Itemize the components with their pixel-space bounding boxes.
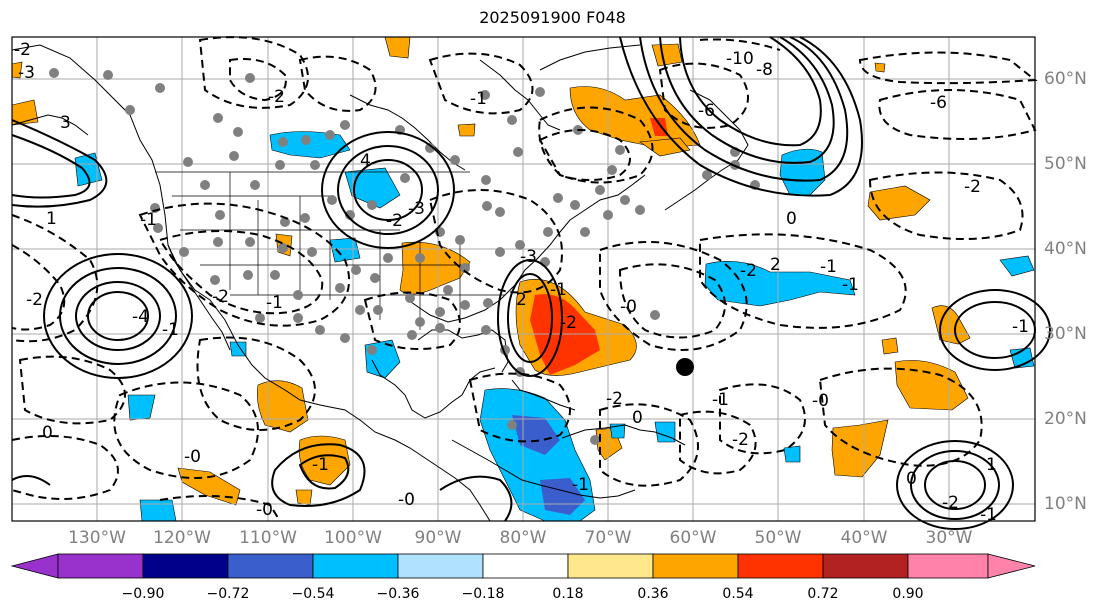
- longitude-label: 70°W: [584, 528, 632, 548]
- map-border: [11, 36, 1036, 522]
- longitude-label: 90°W: [414, 528, 462, 548]
- colorbar-tick-label: −0.90: [121, 586, 165, 602]
- contour-label: -0: [184, 447, 201, 467]
- latitude-label: 20°N: [1044, 409, 1087, 429]
- contour-label: 2: [770, 255, 781, 275]
- longitude-label: 30°W: [925, 528, 973, 548]
- contour-label: -0: [256, 500, 273, 520]
- colorbar-bin: [652, 553, 739, 579]
- contour-label: -2: [942, 493, 959, 513]
- contour-label: -2: [964, 177, 981, 197]
- longitude-label: 40°W: [840, 528, 888, 548]
- latitude-label: 60°N: [1044, 69, 1087, 89]
- colorbar-tick-label: 0.36: [637, 586, 669, 602]
- colorbar-tick-label: −0.54: [291, 586, 335, 602]
- colorbar-bin: [822, 553, 909, 579]
- contour-label: -1: [1012, 317, 1029, 337]
- contour-label: -1: [140, 210, 157, 230]
- longitude-label: 110°W: [239, 528, 297, 548]
- contours-solid: [11, 36, 1051, 530]
- contour-label: -1: [980, 505, 997, 525]
- colorbar-bin: [397, 553, 484, 579]
- contour-label: -2: [740, 261, 757, 281]
- contour-label: -2: [732, 430, 749, 450]
- contour-label: 4: [360, 151, 371, 171]
- colorbar-tick-label: 0.90: [892, 586, 924, 602]
- contour-label: -2: [560, 313, 577, 333]
- longitude-label: 60°W: [669, 528, 717, 548]
- contour-label: -2: [606, 389, 623, 409]
- contour-label: -1: [162, 320, 179, 340]
- latitude-label: 40°N: [1044, 239, 1087, 259]
- colorbar-tick-label: −0.18: [461, 586, 505, 602]
- contour-label: -8: [756, 60, 773, 80]
- contour-label: 0: [632, 408, 643, 428]
- colorbar-bin: [567, 553, 654, 579]
- longitude-label: 130°W: [68, 528, 126, 548]
- contour-label: -1: [266, 293, 283, 313]
- longitude-label: 120°W: [153, 528, 211, 548]
- latitude-label: 50°N: [1044, 154, 1087, 174]
- contour-label: -1: [712, 390, 729, 410]
- contour-label: 1: [986, 455, 997, 475]
- contour-label: 1: [46, 209, 57, 229]
- longitude-label: 50°W: [754, 528, 802, 548]
- contour-label: -1: [550, 280, 567, 300]
- tropical-cyclone-marker: [676, 358, 694, 376]
- contour-label: -1: [470, 89, 487, 109]
- contour-label: -3: [520, 247, 537, 267]
- colorbar-extend-high: [987, 553, 1036, 579]
- colorbar-tick-label: −0.72: [206, 586, 250, 602]
- contour-labels: -2 -3 -1 1 3 -4 -2 -1 -2 -1 0 -0 -2 4 -3…: [14, 40, 1029, 525]
- coastlines: [11, 44, 749, 522]
- colorbar: [10, 553, 1036, 579]
- colorbar-bin: [57, 553, 144, 579]
- contour-label: -2: [14, 40, 31, 60]
- contour-label: 0: [42, 423, 53, 443]
- colorbar-tick-label: 0.18: [552, 586, 584, 602]
- contour-label: -3: [18, 63, 35, 83]
- longitude-label: 80°W: [499, 528, 547, 548]
- contour-label: -1: [820, 257, 837, 277]
- colorbar-extend-low: [10, 553, 59, 579]
- contour-label: 0: [906, 469, 917, 489]
- map-title: 2025091900 F048: [479, 8, 626, 27]
- colorbar-tick-label: 0.54: [722, 586, 754, 602]
- contour-label: -6: [698, 101, 715, 121]
- colorbar-tick-label: 0.72: [807, 586, 839, 602]
- contour-label: -6: [930, 93, 947, 113]
- contour-label: -3: [408, 199, 425, 219]
- colorbar-bin: [737, 553, 824, 579]
- contour-label: 3: [60, 113, 71, 133]
- contour-label: -2: [386, 211, 403, 231]
- contour-label: -0: [812, 391, 829, 411]
- contour-label: -1: [572, 475, 589, 495]
- contour-label: -0: [398, 490, 415, 510]
- contour-label: -1: [312, 455, 329, 475]
- contour-label: -4: [132, 307, 149, 327]
- colorbar-tick-label: −0.36: [376, 586, 420, 602]
- state-borders: [155, 171, 505, 330]
- colorbar-bin: [227, 553, 314, 579]
- contour-label: 2: [516, 290, 527, 310]
- colorbar-bin: [907, 553, 989, 579]
- contour-label: -2: [212, 287, 229, 307]
- contours-dashed: [11, 36, 1038, 522]
- contour-label: -10: [726, 49, 754, 69]
- colorbar-bin: [312, 553, 399, 579]
- contour-label: 0: [786, 209, 797, 229]
- shading-strong-negative: [512, 415, 585, 515]
- colorbar-bin: [482, 553, 569, 579]
- observation-dots: [49, 68, 760, 445]
- shading-strong-positive: [530, 118, 668, 375]
- colorbar-bin: [142, 553, 229, 579]
- latitude-label: 10°N: [1044, 494, 1087, 514]
- latitude-label: 30°N: [1044, 324, 1087, 344]
- contour-label: -2: [26, 290, 43, 310]
- longitude-label: 100°W: [324, 528, 382, 548]
- contour-label: -0: [620, 297, 637, 317]
- contour-label: -1: [842, 275, 859, 295]
- contour-label: -2: [268, 87, 285, 107]
